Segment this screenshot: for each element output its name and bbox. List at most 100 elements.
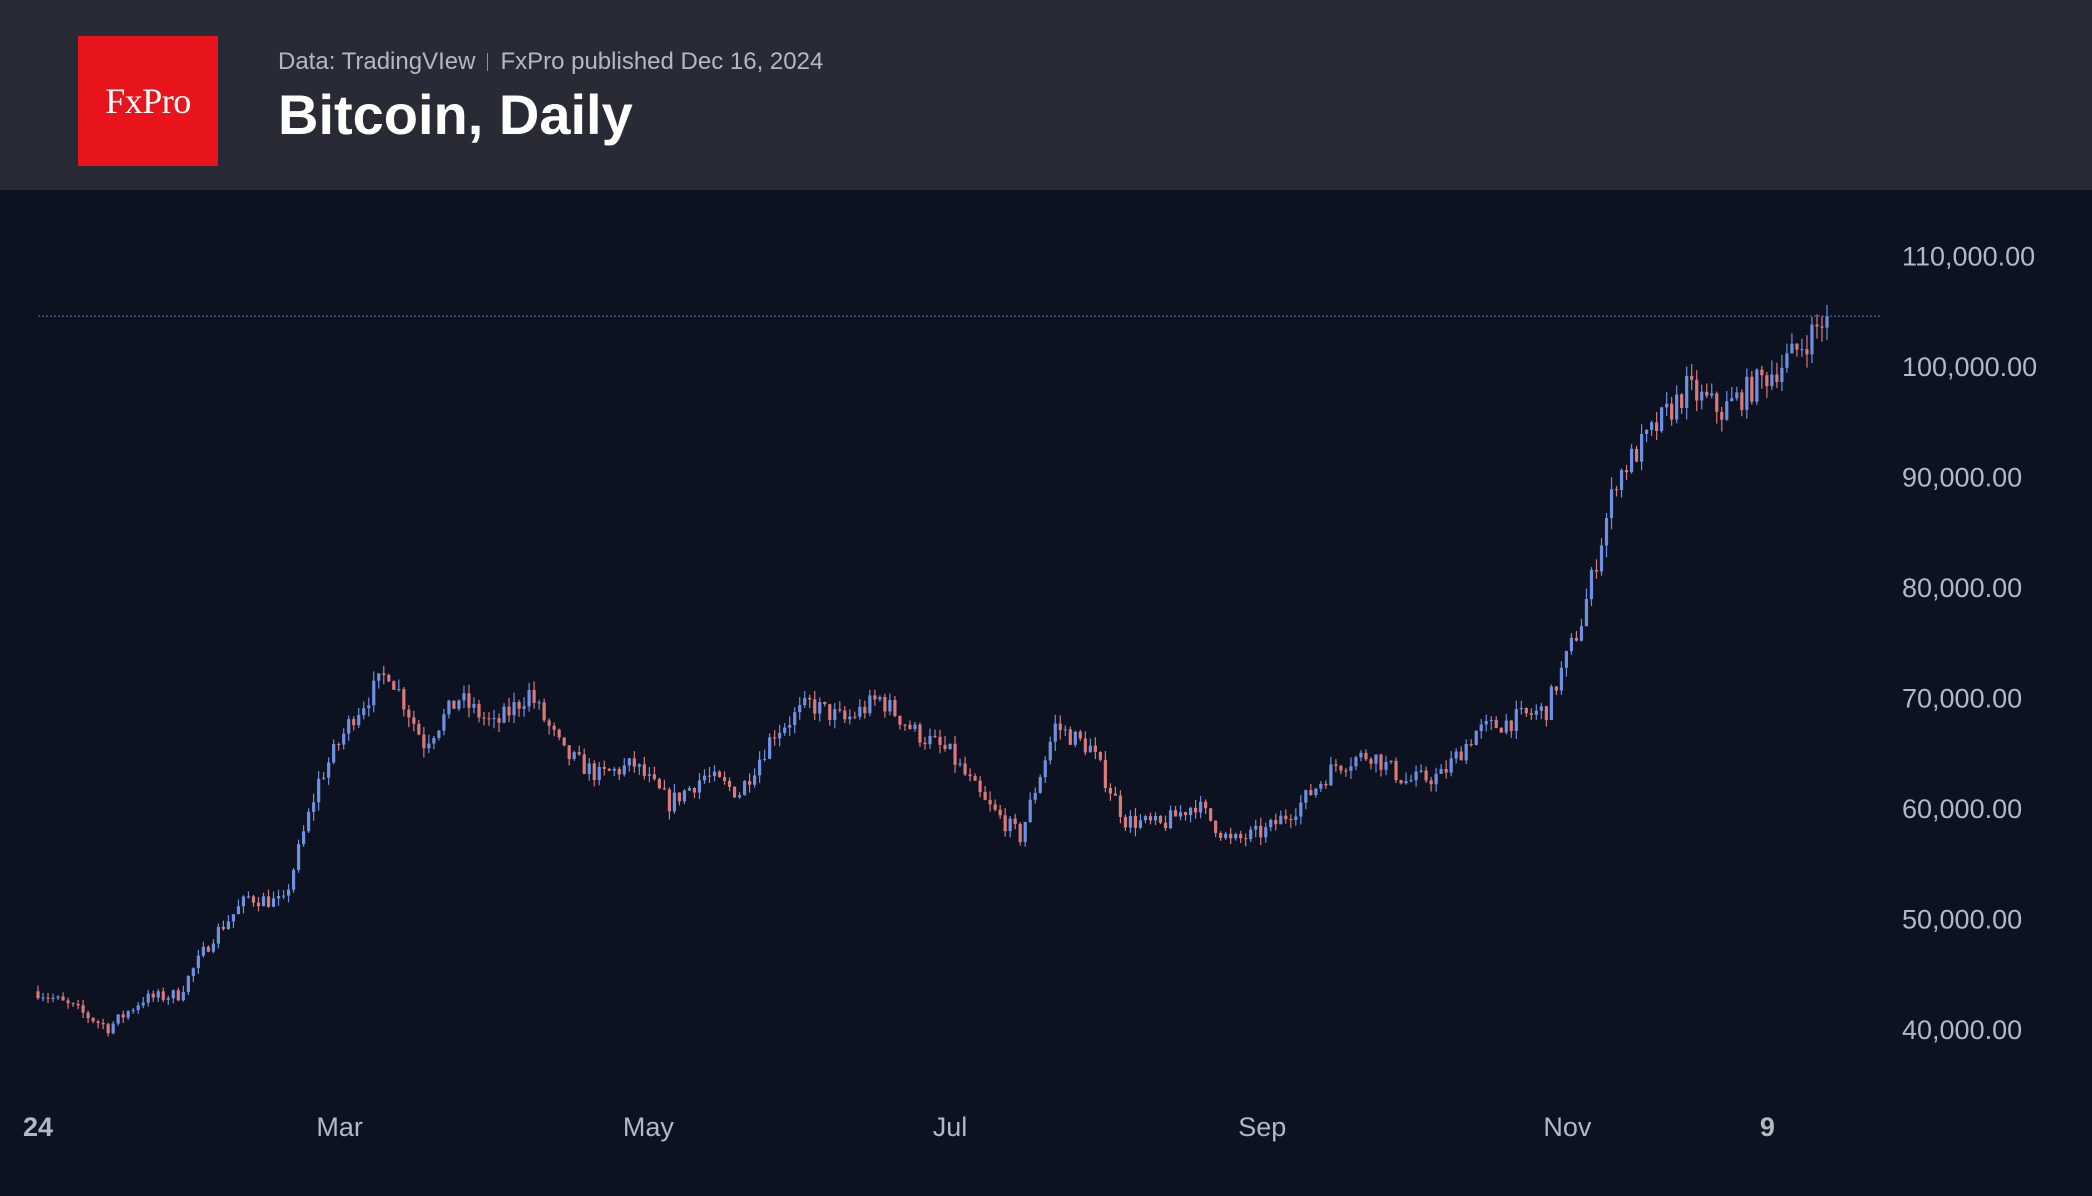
candle-body	[607, 768, 611, 771]
candle-body	[1369, 759, 1373, 764]
candle-body	[1504, 720, 1508, 733]
candle-body	[702, 775, 707, 781]
candle-body	[1569, 637, 1574, 652]
candle-body	[1234, 834, 1238, 839]
candle-body	[1499, 727, 1503, 733]
candle-body	[497, 718, 501, 723]
candle-body	[1619, 470, 1624, 490]
candle-body	[853, 716, 857, 718]
candle-body	[467, 693, 471, 708]
candle-body	[1690, 375, 1694, 380]
candle-body	[452, 700, 456, 709]
candle-body	[637, 764, 641, 767]
candle-body	[121, 1014, 125, 1018]
candle-body	[1078, 731, 1082, 739]
candle-body	[1665, 403, 1669, 408]
candle-body	[642, 764, 646, 776]
y-tick-label: 50,000.00	[1902, 905, 2022, 935]
candle-body	[813, 699, 817, 714]
candle-body	[978, 780, 982, 792]
candle-body	[1379, 754, 1383, 770]
candle-body	[823, 702, 827, 705]
candle-body	[1574, 637, 1579, 641]
candle-body	[1444, 768, 1448, 773]
candle-body	[707, 775, 712, 777]
candle-body	[51, 997, 55, 999]
candle-body	[161, 991, 165, 1000]
candle-body	[1524, 708, 1528, 714]
candle-body	[1644, 429, 1649, 434]
candle-body	[788, 725, 792, 728]
candle-body	[818, 702, 822, 714]
candle-body	[482, 717, 486, 719]
candle-body	[783, 727, 787, 733]
candle-body	[928, 735, 932, 745]
candle-body	[1785, 353, 1789, 368]
candle-body	[146, 993, 150, 1003]
candle-body	[66, 1000, 70, 1004]
candle-body	[552, 725, 556, 730]
x-tick-label: Mar	[316, 1112, 363, 1142]
candle-body	[722, 777, 727, 781]
candle-body	[868, 695, 872, 714]
candle-body	[1594, 569, 1599, 572]
candle-body	[116, 1014, 120, 1024]
candle-body	[572, 752, 576, 759]
candle-body	[908, 724, 912, 729]
candle-body	[1589, 569, 1594, 600]
candle-body	[407, 709, 411, 718]
candle-body	[141, 1002, 145, 1006]
candle-body	[798, 705, 802, 713]
candle-body	[296, 844, 301, 870]
candle-body	[1534, 710, 1538, 715]
candle-body	[958, 763, 962, 765]
candle-body	[1434, 773, 1438, 785]
candle-body	[432, 737, 436, 744]
candle-body	[1609, 489, 1614, 519]
candle-body	[1038, 777, 1042, 793]
candle-body	[307, 811, 311, 832]
candle-body	[1554, 686, 1558, 691]
candle-body	[1118, 795, 1123, 817]
candle-body	[1399, 780, 1403, 784]
candle-body	[1780, 367, 1784, 382]
candle-body	[447, 700, 451, 715]
candle-body	[1755, 369, 1759, 402]
candle-body	[1374, 754, 1378, 764]
candle-body	[417, 723, 421, 735]
candle-body	[913, 724, 917, 729]
candle-body	[1494, 719, 1498, 728]
candle-body	[1479, 724, 1483, 732]
candle-body	[1219, 833, 1223, 838]
candle-body	[883, 696, 887, 712]
candle-body	[312, 802, 316, 812]
candle-body	[1138, 820, 1143, 828]
price-chart[interactable]: 40,000.00 50,000.00 60,000.00 70,000.00 80,0…	[0, 190, 2092, 1196]
candle-body	[577, 752, 581, 755]
candle-body	[1660, 407, 1664, 432]
candle-body	[422, 734, 426, 749]
candle-body	[1599, 545, 1604, 572]
candle-body	[828, 704, 832, 720]
candle-body	[1229, 833, 1233, 839]
candle-body	[1168, 810, 1173, 829]
y-tick-label: 40,000.00	[1902, 1015, 2022, 1045]
candle-body	[86, 1012, 90, 1019]
candle-body	[993, 804, 997, 810]
candle-body	[246, 896, 251, 898]
candle-body	[1158, 815, 1163, 823]
candle-body	[1579, 626, 1584, 641]
candle-body	[1043, 760, 1047, 778]
candle-body	[1414, 771, 1418, 781]
candle-body	[236, 906, 241, 915]
candle-body	[1629, 448, 1634, 473]
candle-body	[472, 703, 476, 708]
candle-body	[61, 996, 65, 1001]
candle-body	[567, 745, 571, 759]
candle-body	[737, 795, 742, 798]
candles-group	[36, 305, 1880, 1037]
candle-body	[1419, 770, 1423, 772]
candle-body	[1509, 720, 1513, 731]
candle-body	[196, 955, 200, 969]
fxpro-logo: FxPro	[78, 36, 218, 166]
